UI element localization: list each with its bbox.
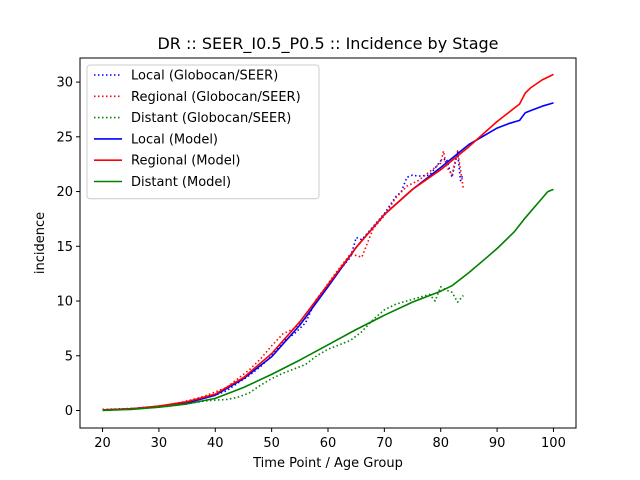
y-tick-label: 20 <box>56 185 73 200</box>
x-tick-label: 60 <box>320 436 337 451</box>
y-tick-label: 25 <box>56 130 73 145</box>
y-tick-label: 0 <box>65 404 73 419</box>
y-tick-label: 5 <box>65 349 73 364</box>
y-tick-label: 10 <box>56 295 73 310</box>
legend-label: Regional (Model) <box>131 154 240 169</box>
y-tick-label: 15 <box>56 240 73 255</box>
series-line-regional-model <box>102 73 554 411</box>
legend-label: Regional (Globocan/SEER) <box>131 90 301 105</box>
y-axis-label: incidence <box>33 212 48 274</box>
legend-label: Distant (Globocan/SEER) <box>131 111 291 126</box>
x-tick-label: 20 <box>94 436 111 451</box>
y-axis: 0 5 10 15 20 25 30 <box>56 76 80 419</box>
y-tick-label: 30 <box>56 76 73 91</box>
legend: Local (Globocan/SEER) Regional (Globocan/… <box>86 64 320 200</box>
x-tick-label: 100 <box>541 436 566 451</box>
x-tick-label: 80 <box>432 436 449 451</box>
x-tick-label: 70 <box>376 436 393 451</box>
legend-label: Local (Model) <box>131 132 218 147</box>
x-tick-label: 30 <box>151 436 168 451</box>
x-axis: 20 30 40 50 60 70 80 90 100 <box>94 428 566 451</box>
series-line-distant-model <box>102 188 554 412</box>
legend-label: Local (Globocan/SEER) <box>131 69 278 84</box>
legend-label: Distant (Model) <box>131 175 231 190</box>
chart-title: DR :: SEER_I0.5_P0.5 :: Incidence by Sta… <box>157 34 498 54</box>
legend-box <box>86 64 320 200</box>
series-layer <box>102 73 554 412</box>
x-tick-label: 50 <box>263 436 280 451</box>
x-tick-label: 40 <box>207 436 224 451</box>
x-tick-label: 90 <box>489 436 506 451</box>
x-axis-label: Time Point / Age Group <box>252 456 403 471</box>
